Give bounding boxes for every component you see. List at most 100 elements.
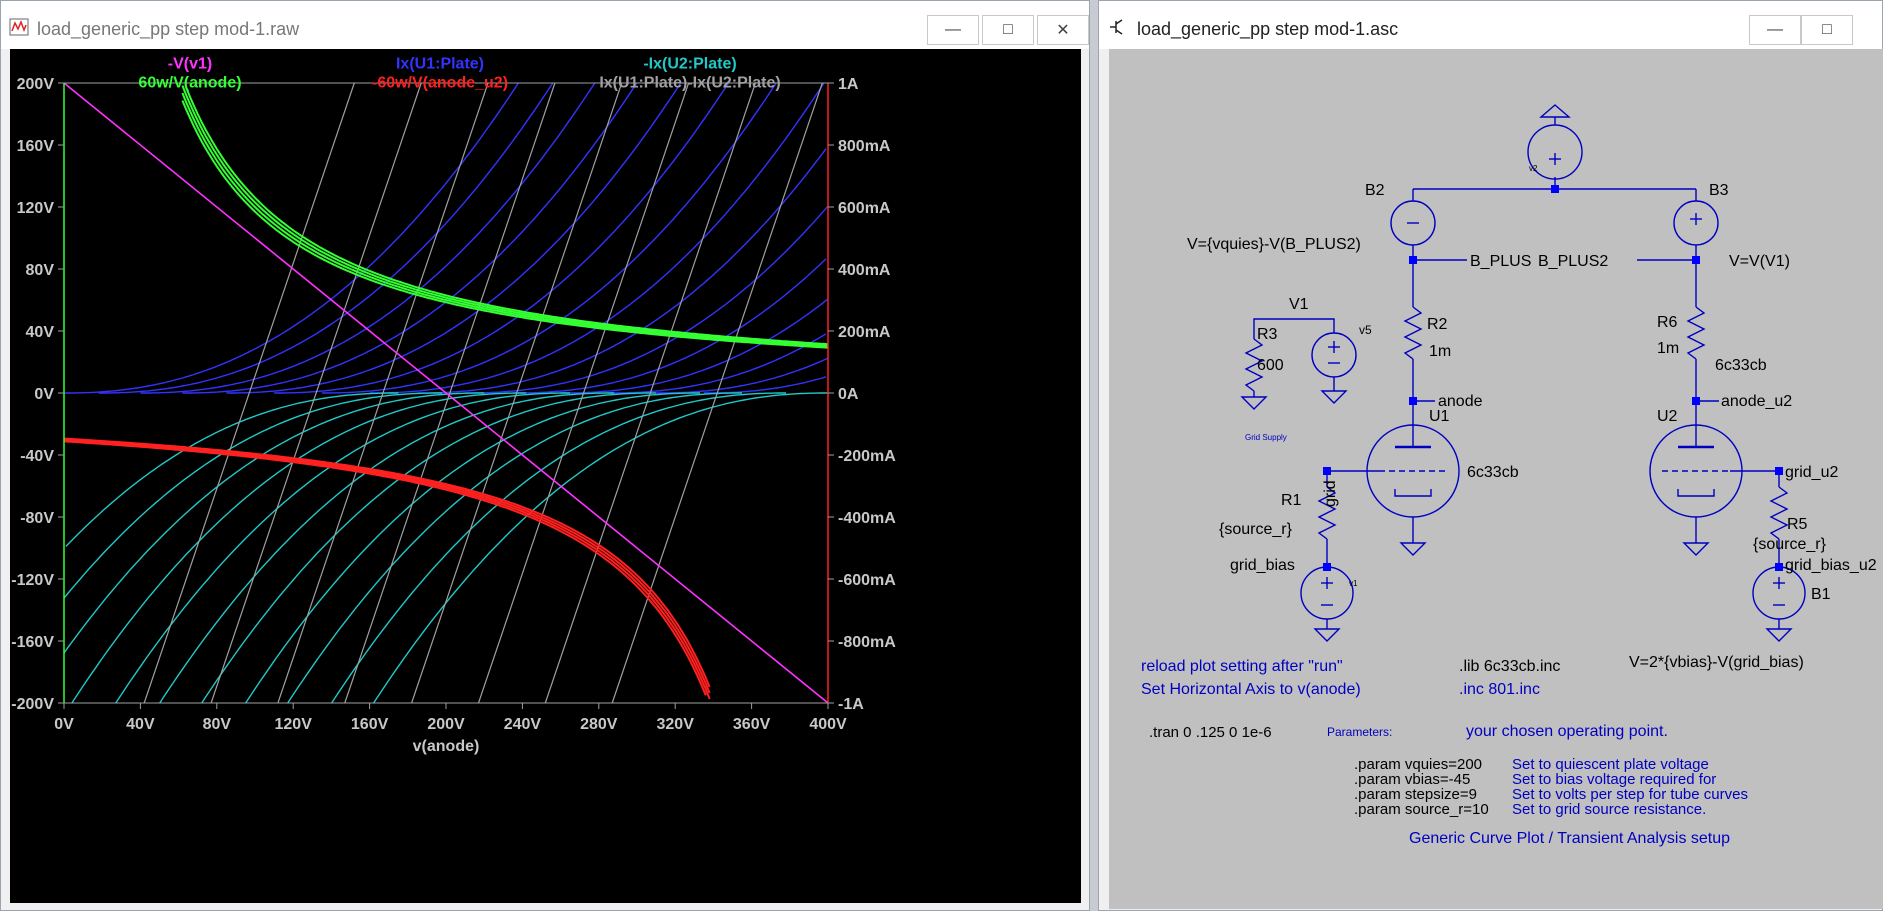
plot-titlebar[interactable]: load_generic_pp step mod-1.raw — □ ✕ bbox=[1, 1, 1089, 49]
schematic-window[interactable]: load_generic_pp step mod-1.asc — □ bbox=[1098, 0, 1883, 911]
schematic-minimize-button[interactable]: — bbox=[1749, 15, 1801, 45]
u2-plate-curve bbox=[330, 392, 786, 704]
maximize-button[interactable]: □ bbox=[982, 15, 1034, 45]
r1-resistor[interactable] bbox=[1317, 486, 1337, 540]
y-right-tick-label: 0A bbox=[838, 386, 859, 403]
y-left-tick-label: -160V bbox=[11, 634, 54, 651]
x-tick-label: 80V bbox=[203, 716, 232, 733]
u1-plate-curve bbox=[560, 298, 829, 394]
waveform-app-icon bbox=[9, 18, 29, 36]
maximize-icon: □ bbox=[1003, 21, 1013, 38]
trace-legend-label[interactable]: -60w/V(anode_u2) bbox=[372, 74, 508, 91]
anode-net: anode bbox=[1438, 393, 1483, 410]
param-source-r: .param source_r=10 bbox=[1354, 801, 1489, 818]
v1-label: V1 bbox=[1289, 296, 1309, 313]
trace-legend-label[interactable]: Ix(U1:Plate)-Ix(U2:Plate) bbox=[599, 74, 780, 91]
u2-plate-curve bbox=[65, 392, 399, 547]
u2-plate-curve bbox=[63, 392, 485, 654]
schematic-titlebar[interactable]: load_generic_pp step mod-1.asc — □ bbox=[1099, 1, 1882, 49]
v5-label: v5 bbox=[1359, 323, 1372, 337]
composite-current-line bbox=[611, 82, 823, 704]
power-hyperbola-u2 bbox=[63, 439, 711, 700]
x-tick-label: 400V bbox=[809, 716, 847, 733]
plot-pane[interactable]: 0V 40V 80V 120V 160V 200V 240V 280V 320V 360V 400V… bbox=[10, 49, 1081, 903]
y-right-tick-label: -1A bbox=[838, 696, 864, 713]
u1-plate-curve bbox=[321, 82, 777, 394]
junction-dot bbox=[1323, 563, 1331, 571]
trace-legend-label[interactable]: Ix(U1:Plate) bbox=[396, 55, 484, 72]
x-tick-label: 360V bbox=[733, 716, 771, 733]
x-tick-label: 280V bbox=[580, 716, 618, 733]
composite-current-line bbox=[477, 82, 690, 704]
u2-plate-curve bbox=[244, 392, 700, 704]
schematic-window-title: load_generic_pp step mod-1.asc bbox=[1137, 19, 1399, 39]
y-right-tick-label: 600mA bbox=[838, 200, 891, 217]
junction-dot bbox=[1323, 467, 1331, 475]
r3-label: R3 bbox=[1257, 326, 1278, 343]
trace-legend-label[interactable]: -Ix(U2:Plate) bbox=[643, 55, 736, 72]
u1-plate-curve bbox=[64, 82, 520, 394]
r3-resistor[interactable] bbox=[1244, 338, 1264, 392]
u1-plate-curve bbox=[512, 258, 827, 394]
trace-legend-label[interactable]: -V(v1) bbox=[168, 55, 212, 72]
y-left-tick-label: 80V bbox=[26, 262, 55, 279]
u2-plate-curve bbox=[115, 392, 571, 704]
anode-u2-net: anode_u2 bbox=[1721, 393, 1792, 410]
y-left-tick-label: 40V bbox=[26, 324, 55, 341]
grid-bias-u2-net: grid_bias_u2 bbox=[1785, 557, 1877, 574]
tran-directive: .tran 0 .125 0 1e-6 bbox=[1149, 724, 1272, 741]
load-line bbox=[63, 82, 829, 704]
waveform-chart[interactable]: 0V 40V 80V 120V 160V 200V 240V 280V 320V 360V 400V… bbox=[10, 49, 1081, 903]
b3-value: V=V(V1) bbox=[1729, 253, 1790, 270]
u1-model: 6c33cb bbox=[1467, 464, 1519, 481]
composite-current-line bbox=[544, 82, 756, 704]
power-hyperbola-u1 bbox=[181, 85, 829, 347]
r6-resistor[interactable] bbox=[1686, 306, 1706, 360]
plot-window[interactable]: load_generic_pp step mod-1.raw — □ ✕ 0V 4… bbox=[0, 0, 1090, 911]
v1-bias-source-symbol[interactable] bbox=[1300, 566, 1354, 620]
u1-plate-curve bbox=[182, 82, 638, 394]
y-right-tick-label: -200mA bbox=[838, 448, 896, 465]
close-button[interactable]: ✕ bbox=[1037, 15, 1089, 45]
r6-label: R6 bbox=[1657, 314, 1678, 331]
x-tick-label: 160V bbox=[351, 716, 389, 733]
b3-label: B3 bbox=[1709, 182, 1729, 199]
footer-comment: Generic Curve Plot / Transient Analysis … bbox=[1409, 830, 1730, 847]
r5-resistor[interactable] bbox=[1769, 486, 1789, 540]
r5-value: {source_r} bbox=[1753, 536, 1827, 553]
u1-plate-curve bbox=[98, 82, 554, 394]
b-plus-net: B_PLUS bbox=[1470, 253, 1531, 270]
param-vquies-note: Set to quiescent plate voltage bbox=[1512, 756, 1709, 773]
axis-comment: Set Horizontal Axis to v(anode) bbox=[1141, 681, 1361, 698]
x-tick-label: 240V bbox=[504, 716, 542, 733]
v1-small-label: v1 bbox=[1349, 579, 1358, 588]
u2-plate-curve bbox=[158, 392, 615, 704]
y-left-tick-label: 160V bbox=[17, 138, 55, 155]
power-hyperbola-u1 bbox=[181, 92, 829, 348]
x-tick-label: 40V bbox=[126, 716, 155, 733]
y-left-tick-label: -200V bbox=[11, 696, 54, 713]
trace-legend-label[interactable]: 60w/V(anode) bbox=[138, 74, 241, 91]
v1-source-symbol[interactable] bbox=[1311, 332, 1357, 378]
b2-label: B2 bbox=[1365, 182, 1385, 199]
b1-source-symbol[interactable] bbox=[1752, 566, 1806, 620]
x-tick-label: 200V bbox=[427, 716, 465, 733]
param-vbias-note: Set to bias voltage required for bbox=[1512, 771, 1716, 788]
r1-label: R1 bbox=[1281, 492, 1302, 509]
lib-directive: .lib 6c33cb.inc bbox=[1459, 658, 1560, 675]
param-stepsize-note: Set to volts per step for tube curves bbox=[1512, 786, 1748, 803]
power-hyperbola-u2 bbox=[63, 440, 707, 696]
param-vquies: .param vquies=200 bbox=[1354, 756, 1482, 773]
u1-plate-curve bbox=[608, 333, 827, 394]
minimize-button[interactable]: — bbox=[927, 15, 979, 45]
r3-value: 600 bbox=[1257, 357, 1284, 374]
schematic-maximize-button[interactable]: □ bbox=[1801, 15, 1853, 45]
schematic-drawing[interactable]: B2 B3 V={vquies}-V(B_PLUS2) V=V(V1) B_PL… bbox=[1109, 49, 1883, 909]
parameters-label: Parameters: bbox=[1327, 725, 1392, 739]
schematic-canvas[interactable]: B2 B3 V={vquies}-V(B_PLUS2) V=V(V1) B_PL… bbox=[1109, 49, 1883, 909]
y-right-tick-label: 800mA bbox=[838, 138, 891, 155]
power-hyperbola-u1 bbox=[185, 87, 829, 346]
grid-supply-label: Grid Supply bbox=[1245, 433, 1287, 442]
grid-bias-net: grid_bias bbox=[1230, 557, 1295, 574]
r2-resistor[interactable] bbox=[1403, 306, 1423, 360]
